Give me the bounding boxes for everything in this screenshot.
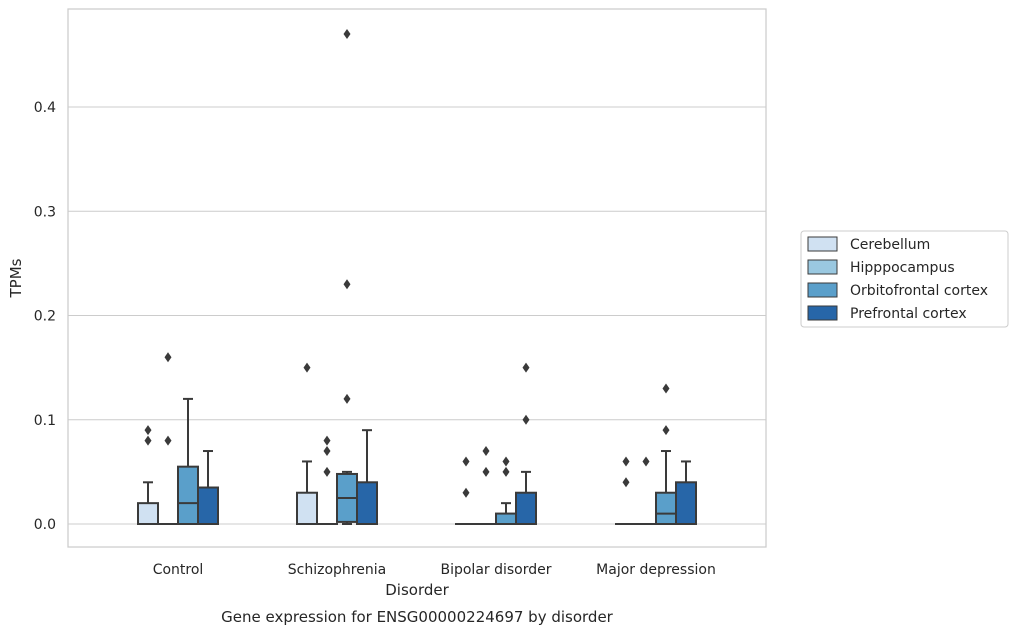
y-tick-label: 0.1	[34, 413, 56, 429]
box-prefrontal-cortex	[515, 362, 537, 526]
box-body	[356, 481, 378, 525]
x-axis-title: Disorder	[385, 581, 449, 599]
box-body	[675, 481, 697, 525]
x-tick-label: Schizophrenia	[288, 562, 386, 578]
outlier-point	[662, 383, 670, 394]
legend-swatch	[807, 236, 838, 252]
y-tick-labels: 0.0 0.1 0.2 0.3 0.4	[34, 100, 56, 533]
legend-swatch	[807, 259, 838, 275]
box-body	[197, 486, 219, 526]
outlier-point	[462, 456, 470, 467]
box-hipppocampus	[475, 446, 497, 526]
outlier-point	[164, 435, 172, 446]
box-prefrontal-cortex	[356, 429, 378, 525]
box-body	[655, 491, 677, 526]
outlier-point	[343, 279, 351, 290]
outlier-point	[502, 466, 510, 477]
box-body	[296, 491, 318, 526]
outlier-point	[323, 435, 331, 446]
outlier-point	[522, 414, 530, 425]
outlier-point	[522, 362, 530, 373]
y-axis-title: TPMs	[7, 258, 25, 298]
chart-title: Gene expression for ENSG00000224697 by d…	[221, 608, 614, 626]
outlier-point	[462, 487, 470, 498]
legend: Cerebellum Hipppocampus Orbitofrontal cort…	[800, 230, 1009, 328]
outlier-point	[343, 29, 351, 40]
outlier-point	[323, 466, 331, 477]
box-hipppocampus	[635, 456, 657, 526]
outlier-point	[144, 435, 152, 446]
box-body	[137, 502, 159, 525]
y-tick-label: 0.4	[34, 100, 56, 116]
box-cerebellum	[296, 362, 318, 526]
box-orbitofrontal-cortex	[177, 397, 199, 526]
outlier-point	[323, 446, 331, 457]
box-orbitofrontal-cortex	[655, 383, 677, 526]
y-tick-label: 0.2	[34, 309, 56, 325]
outlier-point	[164, 352, 172, 363]
y-tick-label: 0.3	[34, 204, 56, 220]
outlier-point	[303, 362, 311, 373]
outlier-point	[144, 425, 152, 436]
outlier-point	[482, 466, 490, 477]
box-prefrontal-cortex	[197, 450, 219, 526]
box-hipppocampus	[157, 352, 179, 526]
gridlines	[68, 106, 766, 525]
box-cerebellum	[615, 456, 637, 526]
box-cerebellum	[455, 456, 477, 526]
x-tick-labels: Control Schizophrenia Bipolar disorder Majo…	[153, 562, 716, 578]
legend-label: Hipppocampus	[850, 260, 955, 276]
box-body	[495, 512, 517, 526]
legend-label: Prefrontal cortex	[850, 306, 967, 322]
box-body	[177, 465, 199, 526]
boxes	[137, 29, 697, 526]
x-tick-label: Bipolar disorder	[440, 562, 551, 578]
outlier-point	[502, 456, 510, 467]
box-prefrontal-cortex	[675, 460, 697, 525]
outlier-point	[343, 393, 351, 404]
legend-swatch	[807, 305, 838, 321]
legend-label: Cerebellum	[850, 237, 930, 253]
x-tick-label: Control	[153, 562, 204, 578]
outlier-point	[622, 477, 630, 488]
plot-area-frame	[67, 8, 767, 548]
box-hipppocampus	[316, 435, 338, 526]
outlier-point	[622, 456, 630, 467]
outlier-point	[482, 446, 490, 457]
legend-label: Orbitofrontal cortex	[850, 283, 988, 299]
box-body	[515, 491, 537, 526]
x-tick-label: Major depression	[596, 562, 716, 578]
outlier-point	[642, 456, 650, 467]
box-cerebellum	[137, 425, 159, 525]
box-orbitofrontal-cortex	[336, 29, 358, 525]
y-tick-label: 0.0	[34, 517, 56, 533]
box-orbitofrontal-cortex	[495, 456, 517, 526]
legend-frame	[800, 230, 1009, 328]
legend-swatch	[807, 282, 838, 298]
outlier-point	[662, 425, 670, 436]
